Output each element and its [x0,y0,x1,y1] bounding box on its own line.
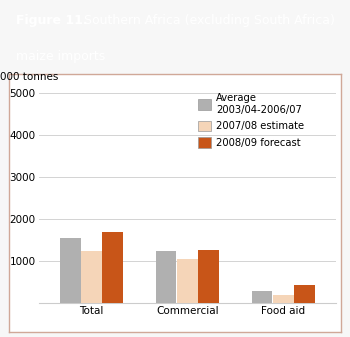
Bar [156,251,176,303]
Bar [294,285,315,303]
Text: Southern Africa (excluding South Africa): Southern Africa (excluding South Africa) [80,14,335,27]
Legend: Average
2003/04-2006/07, 2007/08 estimate, 2008/09 forecast: Average 2003/04-2006/07, 2007/08 estimat… [198,93,304,148]
Bar [177,259,198,303]
Bar [198,250,219,303]
Bar [60,238,80,303]
Bar [252,290,272,303]
Text: Figure 11.: Figure 11. [16,14,88,27]
Text: maize imports: maize imports [16,50,105,63]
Text: 000 tonnes: 000 tonnes [0,72,58,82]
Bar [81,251,102,303]
Bar [102,232,123,303]
Bar [273,295,294,303]
